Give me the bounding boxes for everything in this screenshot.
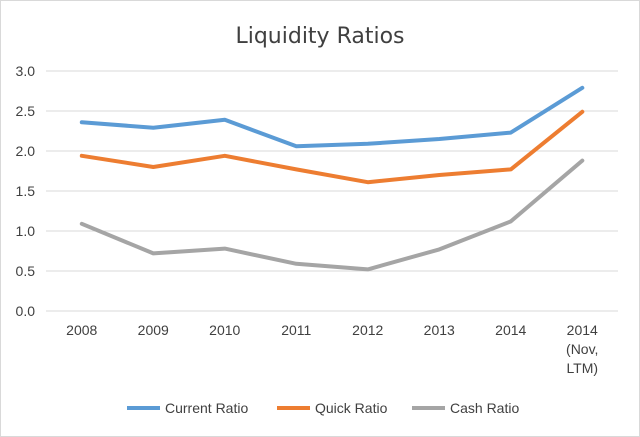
y-tick-label: 1.0 [16, 223, 36, 239]
legend: Current Ratio Quick Ratio Cash Ratio [127, 400, 519, 416]
x-tick-label: 2014 (Nov, LTM) [566, 322, 598, 376]
y-axis-ticks: 0.0 0.5 1.0 1.5 2.0 2.5 3.0 [16, 63, 36, 319]
y-tick-label: 2.0 [16, 143, 36, 159]
gridlines [46, 70, 618, 312]
y-tick-label: 0.5 [16, 263, 36, 279]
series-line-1 [79, 85, 585, 149]
legend-label: Quick Ratio [315, 400, 388, 416]
y-tick-label: 0.0 [16, 303, 36, 319]
legend-label: Current Ratio [165, 400, 248, 416]
y-tick-label: 3.0 [16, 63, 36, 79]
y-tick-label: 2.5 [16, 103, 36, 119]
x-tick-label: 2009 [138, 322, 169, 338]
x-tick-label: 2013 [424, 322, 455, 338]
chart-title: Liquidity Ratios [235, 24, 404, 49]
legend-label: Cash Ratio [450, 400, 519, 416]
series-line-3 [79, 158, 585, 272]
series-line-2 [79, 109, 585, 185]
series-lines [79, 85, 585, 272]
x-tick-label: 2012 [352, 322, 383, 338]
x-tick-label: 2008 [66, 322, 97, 338]
x-tick-label: 2011 [281, 322, 311, 338]
x-axis-ticks: 2008 2009 2010 2011 2012 2013 2014 2014 (Nov, LTM… [66, 322, 598, 376]
x-tick-label: 2014 [495, 322, 526, 338]
x-tick-label: 2010 [209, 322, 240, 338]
y-tick-label: 1.5 [16, 183, 36, 199]
